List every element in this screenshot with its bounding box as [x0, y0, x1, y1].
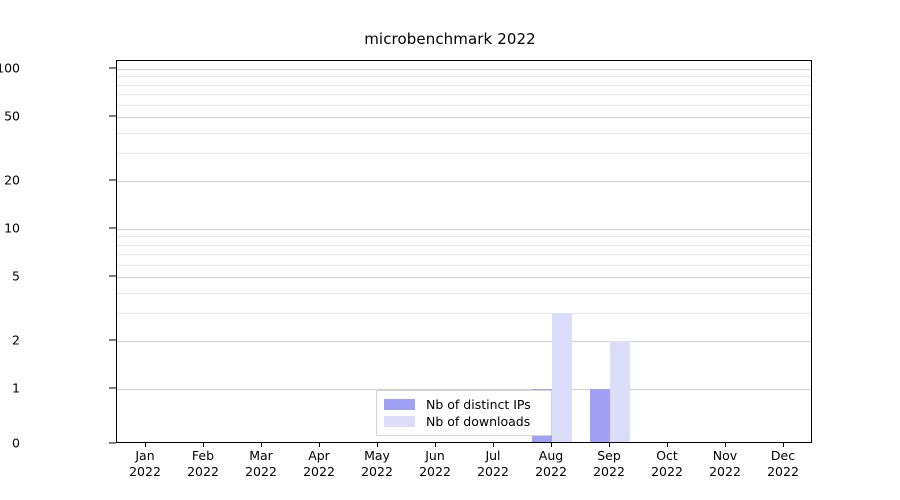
gridline-major [117, 117, 811, 119]
gridline-major [117, 389, 811, 390]
x-tick-mark [319, 443, 321, 447]
x-tick-mark [725, 443, 727, 447]
legend-label-distinct-ips: Nb of distinct IPs [426, 397, 531, 412]
x-tick-mark [783, 443, 785, 447]
x-tick-label: Jun 2022 [419, 448, 451, 479]
y-tick-mark [109, 339, 116, 341]
x-tick-label: Sep 2022 [593, 448, 625, 479]
gridline [117, 93, 811, 95]
gridline [117, 132, 811, 134]
y-tick-mark [109, 442, 116, 444]
x-tick-mark [261, 443, 263, 447]
y-tick-mark [109, 387, 116, 389]
x-tick-label: Feb 2022 [187, 448, 219, 479]
y-tick-label: 1 [12, 380, 20, 396]
legend-item-downloads: Nb of downloads [384, 413, 543, 430]
gridline-major [117, 277, 811, 279]
y-tick-label: 10 [4, 220, 20, 236]
bar-distinct-ips [590, 389, 610, 442]
gridline [117, 84, 811, 86]
x-tick-mark [609, 443, 611, 447]
x-tick-mark [435, 443, 437, 447]
bar-downloads [610, 340, 630, 442]
legend-swatch-downloads [384, 416, 415, 427]
gridline [117, 264, 811, 266]
y-tick-label: 20 [4, 172, 20, 188]
x-tick-label: Aug 2022 [535, 448, 567, 479]
y-tick-mark [109, 115, 116, 117]
y-tick-label: 0 [12, 435, 20, 451]
y-tick-label: 2 [12, 332, 20, 348]
x-tick-mark [667, 443, 669, 447]
gridline [117, 312, 811, 314]
x-axis: Jan 2022 Feb 2022 Mar 2022 Apr 2022 May 2022 Jun 20… [0, 443, 900, 500]
x-tick-mark [145, 443, 147, 447]
x-tick-label: May 2022 [361, 448, 393, 479]
gridline-major [117, 229, 811, 230]
y-tick-label: 50 [4, 108, 20, 124]
legend-label-downloads: Nb of downloads [426, 414, 531, 429]
gridline-major [117, 180, 811, 182]
gridline [117, 76, 811, 78]
y-tick-mark [109, 227, 116, 229]
x-tick-label: Oct 2022 [651, 448, 683, 479]
gridline [117, 152, 811, 154]
y-tick-label: 100 [0, 60, 20, 76]
gridline [117, 236, 811, 238]
x-tick-mark [377, 443, 379, 447]
plot-area [116, 60, 812, 443]
x-tick-label: Apr 2022 [303, 448, 335, 479]
legend-item-distinct-ips: Nb of distinct IPs [384, 396, 543, 413]
x-tick-mark [551, 443, 553, 447]
gridline [117, 292, 811, 294]
gridline-major [117, 69, 811, 70]
gridline [117, 104, 811, 106]
gridline [117, 244, 811, 246]
gridline [117, 253, 811, 255]
x-tick-mark [493, 443, 495, 447]
legend-swatch-distinct-ips [384, 399, 415, 410]
x-tick-label: Jul 2022 [477, 448, 509, 479]
y-axis: 0 1 2 5 10 20 50 100 [0, 0, 116, 500]
y-tick-label: 5 [12, 268, 20, 284]
chart-legend: Nb of distinct IPs Nb of downloads [376, 390, 552, 436]
y-tick-mark [109, 67, 116, 69]
x-tick-label: Nov 2022 [709, 448, 741, 479]
chart-title: microbenchmark 2022 [364, 30, 536, 48]
x-tick-mark [203, 443, 205, 447]
y-tick-mark [109, 275, 116, 277]
y-tick-mark [109, 179, 116, 181]
x-tick-label: Dec 2022 [767, 448, 799, 479]
x-tick-label: Jan 2022 [129, 448, 161, 479]
x-tick-label: Mar 2022 [245, 448, 277, 479]
bar-downloads [552, 312, 572, 442]
gridline-major [117, 340, 811, 342]
